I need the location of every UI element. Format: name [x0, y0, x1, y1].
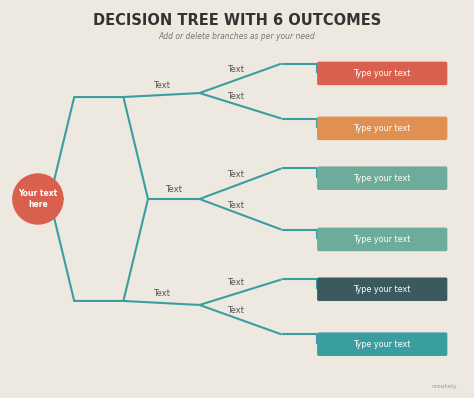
Text: Type your text: Type your text	[354, 285, 411, 294]
Text: Text: Text	[228, 170, 244, 179]
Text: Type your text: Type your text	[354, 174, 411, 183]
Text: Text: Text	[228, 306, 244, 315]
FancyBboxPatch shape	[317, 166, 447, 190]
FancyBboxPatch shape	[317, 228, 447, 251]
FancyBboxPatch shape	[317, 332, 447, 356]
Text: Text: Text	[165, 185, 182, 194]
Text: Text: Text	[228, 64, 244, 74]
Text: Type your text: Type your text	[354, 69, 411, 78]
Text: Add or delete branches as per your need: Add or delete branches as per your need	[159, 31, 315, 41]
FancyBboxPatch shape	[317, 62, 447, 85]
Text: Your text
here: Your text here	[18, 189, 57, 209]
Text: Type your text: Type your text	[354, 235, 411, 244]
Text: Type your text: Type your text	[354, 340, 411, 349]
Text: Text: Text	[153, 81, 170, 90]
Text: DECISION TREE WITH 6 OUTCOMES: DECISION TREE WITH 6 OUTCOMES	[93, 13, 381, 28]
Text: Text: Text	[228, 201, 244, 210]
Ellipse shape	[12, 173, 64, 225]
Text: Text: Text	[228, 92, 244, 101]
Text: Text: Text	[228, 279, 244, 287]
Text: Type your text: Type your text	[354, 124, 411, 133]
FancyBboxPatch shape	[317, 277, 447, 301]
Text: creately: creately	[431, 384, 457, 389]
Text: Text: Text	[153, 289, 170, 298]
FancyBboxPatch shape	[317, 117, 447, 140]
